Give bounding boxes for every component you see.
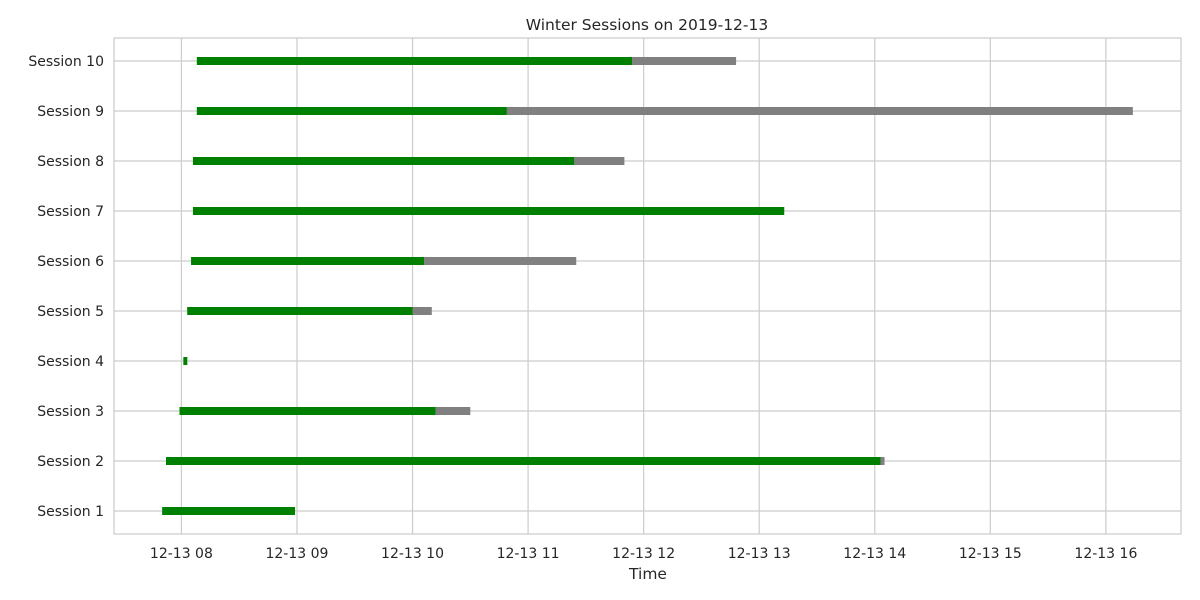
session-bar-9-extended — [506, 107, 1133, 115]
session-bar-5-active — [187, 307, 413, 315]
x-tick-label: 12-13 10 — [381, 546, 444, 562]
y-tick-label: Session 5 — [37, 304, 104, 320]
x-tick-label: 12-13 13 — [728, 546, 791, 562]
session-bar-8-active — [192, 157, 575, 165]
y-tick-label: Session 8 — [37, 154, 104, 170]
y-tick-labels: Session 1 Session 2 Session 3 Session 4 Sess… — [28, 54, 104, 520]
y-tick-label: Session 9 — [37, 104, 104, 120]
y-tick-label: Session 2 — [37, 454, 104, 470]
y-tick-label: Session 3 — [37, 404, 104, 420]
session-bar-9-active — [196, 107, 507, 115]
x-tick-label: 12-13 15 — [959, 546, 1022, 562]
x-tick-label: 12-13 09 — [265, 546, 328, 562]
y-tick-label: Session 4 — [37, 354, 104, 370]
y-tick-label: Session 7 — [37, 204, 104, 220]
x-tick-label: 12-13 16 — [1074, 546, 1137, 562]
plot-frame — [113, 37, 1182, 535]
session-bar-2-extended — [880, 457, 885, 465]
x-axis-label: Time — [628, 565, 667, 583]
session-bar-10-extended — [632, 57, 737, 65]
y-tick-label: Session 6 — [37, 254, 104, 270]
session-bar-7-active — [192, 207, 785, 215]
x-tick-labels: 12-13 08 12-13 09 12-13 10 12-13 11 12-13 12… — [150, 546, 1138, 562]
x-tick-label: 12-13 11 — [497, 546, 560, 562]
chart-title: Winter Sessions on 2019-12-13 — [526, 16, 768, 34]
x-tick-label: 12-13 14 — [843, 546, 906, 562]
session-bar-5-extended — [412, 307, 432, 315]
session-bar-2-active — [166, 457, 881, 465]
session-bar-6-extended — [424, 257, 577, 265]
x-tick-label: 12-13 12 — [612, 546, 675, 562]
session-bar-6-active — [191, 257, 425, 265]
session-bar-4-active — [183, 357, 188, 365]
session-bar-10-active — [196, 57, 633, 65]
session-bar-3-extended — [435, 407, 471, 415]
bars-group — [162, 57, 1133, 515]
y-tick-label: Session 1 — [37, 504, 104, 520]
x-tick-label: 12-13 08 — [150, 546, 213, 562]
session-bar-1-active — [162, 507, 296, 515]
session-bar-3-active — [179, 407, 436, 415]
y-tick-label: Session 10 — [28, 54, 104, 70]
session-bar-8-extended — [574, 157, 625, 165]
